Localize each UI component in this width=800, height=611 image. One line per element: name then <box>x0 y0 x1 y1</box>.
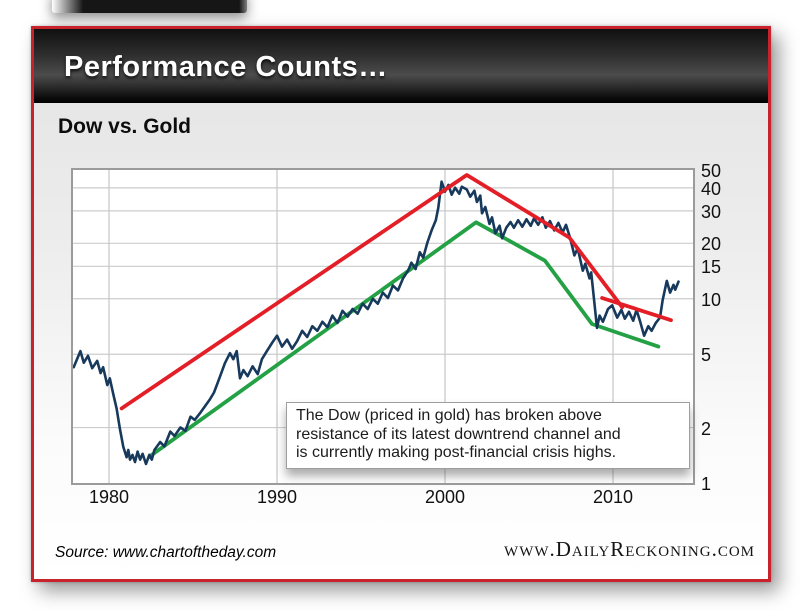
annotation-line-3: is currently making post-financial crisi… <box>296 444 617 461</box>
red-resistance-trendline-0 <box>119 173 625 411</box>
y-tick-label-1: 1 <box>701 474 712 494</box>
y-tick-label-50: 50 <box>701 161 722 181</box>
cropped-card-above-edge <box>52 0 247 13</box>
card-header-title: Performance Counts… <box>64 51 388 83</box>
y-tick-label-15: 15 <box>701 257 722 278</box>
y-tick-label-20: 20 <box>701 234 722 255</box>
annotation-line-1: The Dow (priced in gold) has broken abov… <box>296 407 602 424</box>
card-header-bar: Performance Counts… <box>34 29 768 103</box>
chart-title: Dow vs. Gold <box>58 115 192 138</box>
x-tick-label-2000: 2000 <box>424 487 466 507</box>
y-tick-label-2: 2 <box>701 418 712 439</box>
red-resistance-trendline-1 <box>600 296 673 323</box>
annotation-box: The Dow (priced in gold) has broken abov… <box>286 402 690 469</box>
dow-vs-gold-chart <box>73 170 693 483</box>
y-tick-label-5: 5 <box>701 345 712 366</box>
source-credit-link[interactable]: Source: www.chartoftheday.com <box>55 544 277 561</box>
x-tick-label-2010: 2010 <box>592 487 634 507</box>
y-tick-label-30: 30 <box>701 201 722 222</box>
x-tick-label-1980: 1980 <box>88 487 130 507</box>
y-tick-label-40: 40 <box>701 178 722 199</box>
dow-gold-ratio-line <box>73 180 680 466</box>
dailyreckoning-site-link[interactable]: www.DailyReckoning.com <box>504 537 755 561</box>
x-tick-label-1990: 1990 <box>256 487 298 507</box>
green-support-trendline-0 <box>147 220 661 459</box>
annotation-line-2: resistance of its latest downtrend chann… <box>296 425 621 443</box>
y-tick-label-10: 10 <box>701 289 722 310</box>
